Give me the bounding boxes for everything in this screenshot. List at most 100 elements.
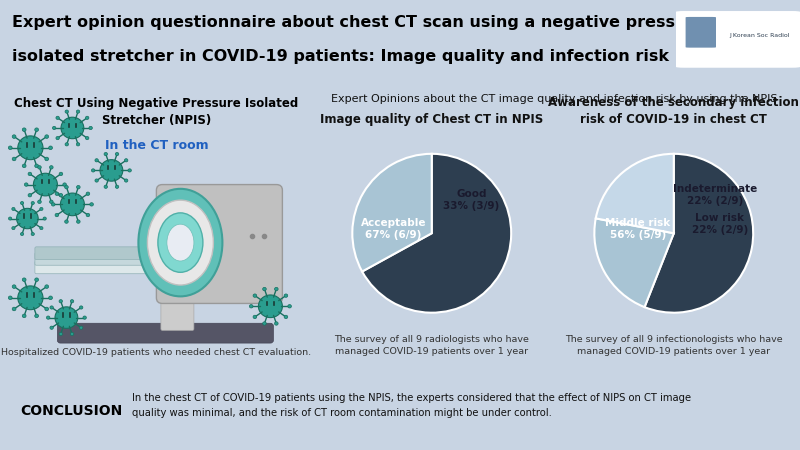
Circle shape — [50, 200, 53, 203]
Circle shape — [115, 153, 118, 156]
Circle shape — [8, 146, 12, 149]
Circle shape — [91, 169, 95, 172]
Text: Expert Opinions about the CT image quality and infection risk by using the NPIS: Expert Opinions about the CT image quali… — [330, 94, 778, 104]
Circle shape — [253, 315, 257, 319]
Text: isolated stretcher in COVID-19 patients: Image quality and infection risk: isolated stretcher in COVID-19 patients:… — [12, 49, 669, 64]
Circle shape — [12, 285, 16, 288]
Circle shape — [61, 193, 85, 216]
Circle shape — [59, 333, 62, 336]
Circle shape — [21, 233, 24, 235]
Circle shape — [34, 164, 38, 168]
Text: Chest CT Using Negative Pressure Isolated
Stretcher (NPIS): Chest CT Using Negative Pressure Isolate… — [14, 97, 298, 127]
Circle shape — [34, 278, 38, 282]
Circle shape — [51, 202, 55, 206]
Circle shape — [90, 202, 94, 206]
Text: Indeterminate
22% (2/9): Indeterminate 22% (2/9) — [673, 184, 758, 206]
Circle shape — [22, 128, 26, 131]
Circle shape — [12, 207, 15, 211]
Circle shape — [50, 166, 53, 169]
Circle shape — [34, 173, 58, 196]
FancyBboxPatch shape — [58, 323, 274, 343]
Circle shape — [59, 194, 62, 197]
Wedge shape — [594, 218, 674, 307]
Circle shape — [12, 227, 15, 230]
FancyBboxPatch shape — [676, 11, 800, 68]
Circle shape — [258, 295, 282, 318]
Circle shape — [38, 166, 42, 169]
Circle shape — [31, 202, 34, 205]
Circle shape — [12, 135, 16, 138]
Circle shape — [55, 307, 78, 328]
FancyBboxPatch shape — [161, 265, 194, 330]
Circle shape — [45, 135, 49, 138]
Circle shape — [56, 116, 59, 119]
Circle shape — [22, 164, 26, 168]
Circle shape — [262, 322, 266, 325]
Circle shape — [104, 185, 107, 189]
Circle shape — [274, 288, 278, 291]
Circle shape — [45, 307, 49, 311]
Circle shape — [56, 136, 59, 140]
Circle shape — [22, 278, 26, 282]
Wedge shape — [596, 154, 674, 233]
Text: CONCLUSION: CONCLUSION — [20, 405, 122, 418]
Circle shape — [9, 217, 12, 220]
Circle shape — [77, 220, 80, 223]
Wedge shape — [645, 154, 754, 313]
Circle shape — [95, 179, 98, 182]
Circle shape — [17, 208, 38, 229]
Circle shape — [65, 220, 68, 223]
Circle shape — [50, 306, 54, 309]
Circle shape — [70, 300, 74, 303]
Circle shape — [49, 146, 53, 149]
Circle shape — [46, 316, 50, 319]
Circle shape — [21, 202, 24, 205]
Text: The survey of all 9 infectionologists who have
managed COVID-19 patients over 1 : The survey of all 9 infectionologists wh… — [565, 335, 782, 356]
FancyBboxPatch shape — [35, 261, 218, 274]
Text: Acceptable
67% (6/9): Acceptable 67% (6/9) — [361, 219, 426, 240]
Circle shape — [28, 194, 32, 197]
Circle shape — [86, 192, 90, 195]
Circle shape — [125, 159, 128, 162]
Circle shape — [18, 286, 43, 310]
Circle shape — [86, 116, 89, 119]
Circle shape — [43, 217, 46, 220]
Circle shape — [55, 213, 58, 217]
Circle shape — [8, 296, 12, 300]
Circle shape — [115, 185, 118, 189]
Circle shape — [128, 169, 131, 172]
Circle shape — [34, 314, 38, 318]
Circle shape — [86, 136, 89, 140]
Circle shape — [65, 110, 69, 113]
Circle shape — [89, 126, 92, 130]
Circle shape — [25, 183, 28, 186]
Circle shape — [284, 294, 288, 297]
Text: J Korean Soc Radiol: J Korean Soc Radiol — [730, 33, 790, 38]
Wedge shape — [352, 154, 432, 271]
Circle shape — [125, 179, 128, 182]
Text: The survey of all 9 radiologists who have
managed COVID-19 patients over 1 year: The survey of all 9 radiologists who hav… — [334, 335, 529, 356]
Circle shape — [31, 233, 34, 235]
Circle shape — [18, 136, 43, 160]
Circle shape — [38, 200, 42, 203]
Circle shape — [59, 300, 62, 303]
Title: Image quality of Chest CT in NPIS: Image quality of Chest CT in NPIS — [320, 113, 543, 126]
Circle shape — [79, 326, 83, 329]
Circle shape — [45, 285, 49, 288]
Circle shape — [63, 183, 66, 186]
Circle shape — [12, 307, 16, 311]
Circle shape — [65, 143, 69, 146]
Circle shape — [12, 157, 16, 161]
Ellipse shape — [167, 224, 194, 261]
Circle shape — [22, 314, 26, 318]
FancyBboxPatch shape — [686, 17, 716, 48]
Circle shape — [53, 126, 56, 130]
Circle shape — [253, 294, 257, 297]
Circle shape — [86, 213, 90, 217]
Circle shape — [250, 305, 253, 308]
Circle shape — [28, 172, 32, 176]
Circle shape — [65, 185, 68, 189]
Ellipse shape — [158, 213, 203, 272]
Circle shape — [59, 172, 62, 176]
Circle shape — [34, 128, 38, 131]
